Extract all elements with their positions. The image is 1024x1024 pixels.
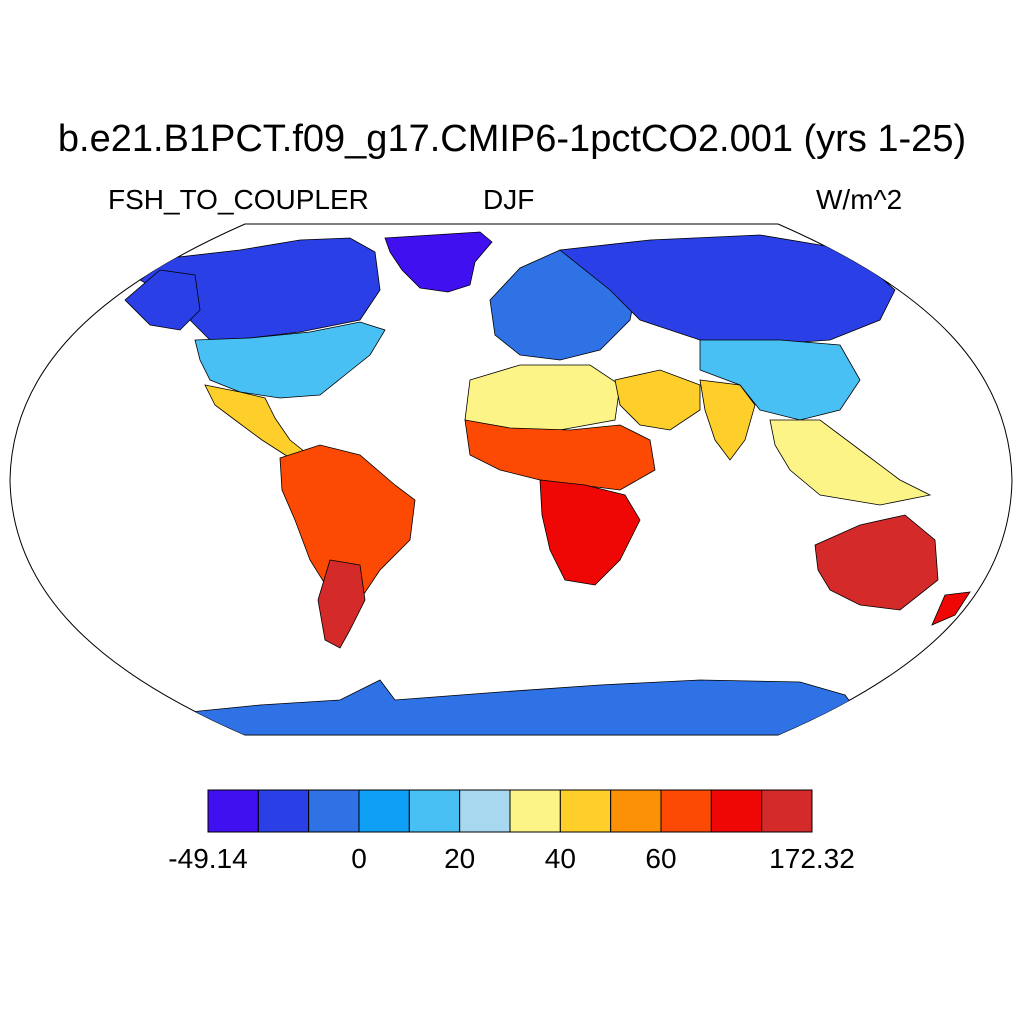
russia (558, 234, 896, 346)
variable-name: FSH_TO_COUPLER (108, 184, 369, 215)
south-america (279, 444, 416, 601)
southeast-asia (769, 419, 932, 506)
greenland (384, 231, 493, 293)
colorbar-label: 60 (645, 843, 677, 874)
sahel (464, 419, 656, 491)
colorbar-label: 20 (444, 843, 476, 874)
colorbar-swatch (308, 789, 360, 833)
colorbar-swatch (509, 789, 561, 833)
colorbar-label: 0 (351, 843, 367, 874)
colorbar-swatch (207, 789, 259, 833)
patagonia (317, 559, 366, 649)
colorbar-swatch (459, 789, 511, 833)
plot-title: b.e21.B1PCT.f09_g17.CMIP6-1pctCO2.001 (y… (57, 118, 967, 160)
colorbar-label: 40 (544, 843, 576, 874)
canada-north (139, 237, 381, 341)
colorbar-swatch (257, 789, 310, 833)
australia (814, 514, 939, 611)
middle-east (614, 369, 701, 431)
new-zealand (931, 591, 971, 626)
season-label: DJF (483, 184, 535, 215)
alaska (124, 269, 201, 331)
colorbar-swatch (358, 789, 410, 833)
colorbar-swatch (660, 789, 712, 833)
southern-africa (539, 479, 641, 586)
usa (194, 321, 386, 399)
china (699, 339, 861, 421)
colorbar-label: -49.14 (168, 843, 248, 874)
colorbar-swatch (610, 789, 662, 833)
colorbar-swatch (761, 789, 813, 833)
colorbar-swatch (408, 789, 461, 833)
colorbar-swatch (710, 789, 763, 833)
units-label: W/m^2 (816, 184, 903, 215)
colorbar-swatch (559, 789, 612, 833)
colorbar-label: 172.32 (769, 843, 855, 874)
